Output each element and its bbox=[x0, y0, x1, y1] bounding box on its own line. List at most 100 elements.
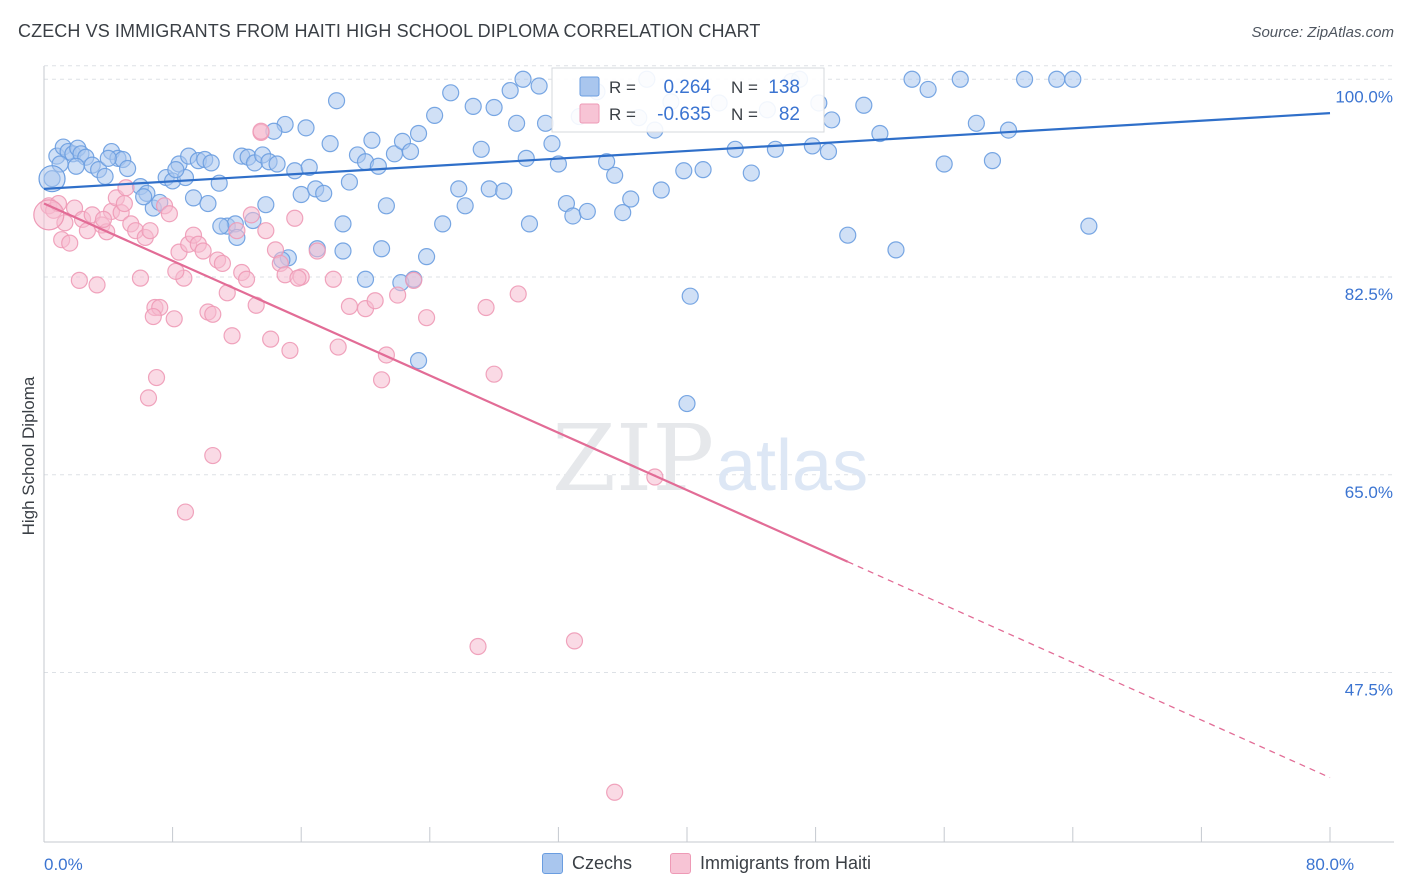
y-tick-label-3: 47.5% bbox=[1345, 681, 1393, 700]
czech-point-127 bbox=[67, 157, 85, 175]
haiti-point-81 bbox=[94, 210, 113, 228]
czech-point-62 bbox=[472, 140, 490, 158]
watermark: ZIP atlas bbox=[552, 405, 868, 512]
x-tick-label-1: 80.0% bbox=[1306, 855, 1354, 874]
czech-point-116 bbox=[1080, 217, 1098, 235]
czech-point-106 bbox=[903, 70, 921, 88]
czech-point-88 bbox=[675, 162, 693, 180]
y-tick-label-2: 65.0% bbox=[1345, 483, 1393, 502]
haiti-point-74 bbox=[204, 446, 222, 465]
czech-point-68 bbox=[514, 70, 532, 88]
points-layer bbox=[33, 70, 1098, 801]
haiti-point-70 bbox=[606, 783, 624, 801]
czech-point-124 bbox=[297, 119, 315, 137]
haiti-point-80 bbox=[115, 194, 133, 213]
y-tick-labels: 100.0% 82.5% 65.0% 47.5% bbox=[1335, 87, 1393, 699]
czech-point-70 bbox=[530, 77, 548, 95]
haiti-point-51 bbox=[281, 341, 299, 360]
czech-point-43 bbox=[327, 92, 346, 110]
haiti-point-46 bbox=[257, 222, 275, 240]
czech-point-71 bbox=[536, 114, 555, 132]
haiti-point-27 bbox=[165, 310, 183, 328]
stats-r-value-haiti: -0.635 bbox=[657, 104, 711, 125]
czech-point-93 bbox=[742, 164, 760, 182]
axis-layer bbox=[43, 66, 1394, 843]
czech-point-48 bbox=[363, 131, 381, 149]
haiti-point-35 bbox=[204, 305, 222, 323]
chart-source: Source: ZipAtlas.com bbox=[1251, 24, 1394, 41]
czech-point-100 bbox=[819, 142, 838, 161]
czech-point-53 bbox=[401, 142, 420, 161]
czech-point-131 bbox=[199, 194, 217, 213]
czech-point-66 bbox=[501, 81, 519, 100]
watermark-zip: ZIP bbox=[552, 405, 714, 512]
czech-point-95 bbox=[766, 140, 785, 158]
haiti-point-26 bbox=[160, 205, 178, 223]
legend-label-czechs: Czechs bbox=[572, 853, 633, 873]
czech-point-90 bbox=[694, 161, 712, 179]
czech-point-65 bbox=[495, 182, 513, 200]
haiti-point-57 bbox=[340, 297, 359, 315]
haiti-point-72 bbox=[147, 368, 166, 387]
y-tick-label-1: 82.5% bbox=[1345, 285, 1393, 304]
x-tick-label-0: 0.0% bbox=[44, 855, 83, 874]
legend-item-czechs[interactable]: Czechs bbox=[542, 853, 632, 874]
stats-n-label-czech: N = bbox=[731, 78, 758, 97]
czech-point-132 bbox=[212, 217, 230, 235]
haiti-point-60 bbox=[372, 371, 391, 389]
stats-r-label-haiti: R = bbox=[609, 105, 636, 124]
stats-swatch-czech bbox=[579, 76, 600, 97]
czech-point-10 bbox=[96, 167, 114, 186]
legend-label-haiti: Immigrants from Haiti bbox=[700, 853, 872, 873]
haiti-point-42 bbox=[237, 270, 256, 288]
czech-point-39 bbox=[300, 158, 318, 176]
czech-point-130 bbox=[184, 189, 203, 207]
haiti-point-37 bbox=[213, 254, 232, 273]
czech-point-113 bbox=[1015, 70, 1034, 88]
stats-r-value-czech: 0.264 bbox=[663, 77, 711, 98]
czech-point-26 bbox=[202, 154, 220, 172]
czech-point-115 bbox=[1064, 70, 1082, 88]
haiti-point-64 bbox=[417, 309, 436, 327]
czech-point-135 bbox=[356, 270, 375, 288]
y-axis-label: High School Diploma bbox=[19, 376, 38, 535]
stats-box: R = 0.264 N = 138 R = -0.635 N = 82 bbox=[551, 67, 825, 133]
czech-point-55 bbox=[417, 248, 436, 266]
czech-point-117 bbox=[257, 196, 275, 214]
haiti-point-52 bbox=[286, 209, 304, 227]
haiti-point-54 bbox=[308, 242, 326, 260]
czech-point-86 bbox=[652, 181, 670, 199]
trend-layer bbox=[43, 112, 1331, 779]
czech-point-59 bbox=[450, 180, 468, 198]
haiti-point-40 bbox=[228, 222, 246, 240]
czech-point-122 bbox=[409, 352, 428, 370]
czech-point-107 bbox=[919, 80, 937, 99]
haiti-trendline-extension bbox=[847, 561, 1331, 779]
haiti-point-79 bbox=[289, 269, 307, 287]
haiti-point-75 bbox=[176, 503, 195, 521]
czech-point-56 bbox=[426, 106, 444, 125]
czech-point-58 bbox=[442, 84, 460, 102]
czech-trendline bbox=[43, 112, 1331, 190]
haiti-point-59 bbox=[366, 292, 384, 310]
czech-point-108 bbox=[935, 155, 953, 173]
haiti-point-78 bbox=[252, 122, 270, 140]
legend-swatch-czechs bbox=[542, 853, 563, 874]
haiti-point-76 bbox=[144, 307, 162, 326]
czech-point-14 bbox=[118, 159, 137, 178]
stats-swatch-haiti bbox=[579, 103, 600, 124]
y-tick-label-0: 100.0% bbox=[1335, 87, 1393, 106]
haiti-point-73 bbox=[139, 389, 158, 407]
haiti-trendline bbox=[43, 202, 849, 563]
chart-title: CZECH VS IMMIGRANTS FROM HAITI HIGH SCHO… bbox=[18, 21, 761, 41]
haiti-point-65 bbox=[469, 637, 487, 656]
czech-point-44 bbox=[334, 215, 352, 233]
legend-item-haiti[interactable]: Immigrants from Haiti bbox=[670, 853, 871, 874]
czech-point-75 bbox=[564, 207, 582, 225]
haiti-point-56 bbox=[329, 338, 347, 356]
czech-point-60 bbox=[456, 197, 474, 215]
czech-point-112 bbox=[999, 121, 1018, 139]
haiti-point-63 bbox=[405, 271, 423, 289]
czech-point-45 bbox=[340, 173, 359, 191]
czech-point-38 bbox=[292, 185, 310, 204]
